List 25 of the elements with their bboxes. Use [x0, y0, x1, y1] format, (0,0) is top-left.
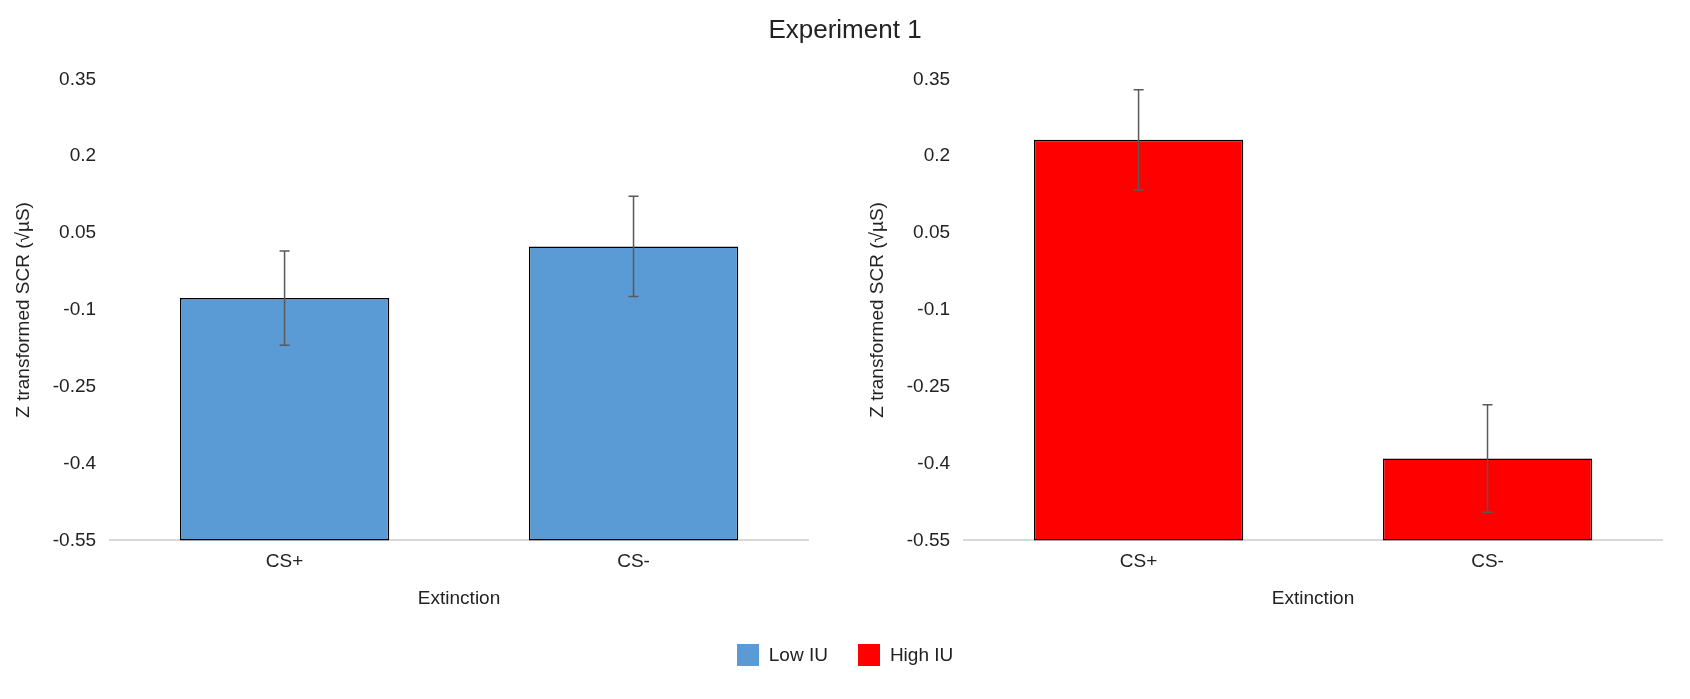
- y-tick-label: -0.25: [52, 374, 97, 396]
- x-tick-label: CS+: [265, 550, 304, 572]
- legend-label: Low IU: [768, 644, 828, 666]
- y-tick-label: 0.05: [59, 221, 97, 243]
- x-tick-label: CS-: [617, 550, 650, 572]
- y-tick-label: 0.35: [59, 67, 97, 89]
- y-tick-label: 0.2: [923, 144, 951, 166]
- y-axis-title: Z transformed SCR (√µS): [11, 202, 33, 418]
- x-axis-title: Extinction: [417, 586, 501, 608]
- y-tick-label: -0.4: [917, 451, 951, 473]
- y-tick-label: -0.1: [63, 298, 97, 320]
- x-tick-label: CS-: [1471, 550, 1504, 572]
- y-tick-label: -0.55: [52, 528, 97, 550]
- y-tick-label: -0.4: [63, 451, 97, 473]
- x-axis-title: Extinction: [1271, 586, 1355, 608]
- chart-title: Experiment 1: [767, 13, 923, 46]
- y-tick-label: -0.1: [917, 298, 951, 320]
- y-tick-label: 0.35: [913, 67, 951, 89]
- y-tick-label: 0.2: [69, 144, 97, 166]
- legend-label: High IU: [889, 644, 954, 666]
- y-tick-label: -0.55: [906, 528, 951, 550]
- y-tick-label: -0.25: [906, 374, 951, 396]
- x-tick-label: CS+: [1119, 550, 1158, 572]
- y-axis-title: Z transformed SCR (√µS): [865, 202, 887, 418]
- y-tick-label: 0.05: [913, 221, 951, 243]
